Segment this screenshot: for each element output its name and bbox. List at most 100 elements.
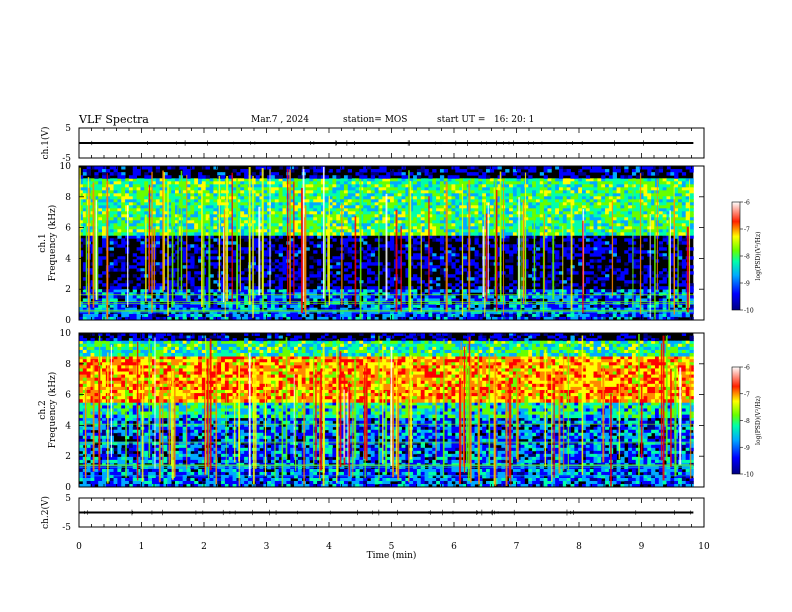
spectrogram-cell xyxy=(140,205,145,209)
spectrogram-cell xyxy=(128,295,134,299)
spectrogram-cell xyxy=(136,190,141,194)
spectrogram-cell xyxy=(447,262,452,266)
spectrogram-cell xyxy=(270,208,276,212)
spectrogram-cell xyxy=(228,214,233,218)
spectrogram-cell xyxy=(432,307,437,312)
spectrogram-cell xyxy=(647,295,652,299)
spectrogram-cell xyxy=(198,199,203,203)
spectrogram-cell xyxy=(332,190,337,194)
spectrogram-cell xyxy=(643,286,648,290)
spectrogram-cell xyxy=(178,307,184,312)
spectrogram-cell xyxy=(347,214,353,218)
spectrogram-cell xyxy=(512,208,518,212)
spectrogram-cell xyxy=(90,232,95,236)
spectrogram-cell xyxy=(121,265,126,269)
spectrogram-cell xyxy=(174,214,180,218)
spectrogram-cell xyxy=(382,229,387,233)
spectrogram-cell xyxy=(228,268,233,272)
spectrogram-cell xyxy=(516,184,521,188)
spectrogram-cell xyxy=(585,295,591,299)
spectrogram-cell xyxy=(140,178,145,182)
spectrogram-cell xyxy=(462,217,468,221)
spectrogram-cell xyxy=(432,220,437,224)
spectrogram-cell xyxy=(428,292,433,296)
spectrogram-cell xyxy=(79,181,84,185)
spectrogram-cell xyxy=(566,301,571,305)
spectrogram-cell xyxy=(470,301,475,305)
spectrogram-cell xyxy=(132,235,137,239)
spectrogram-cell xyxy=(159,178,164,182)
spectrogram-cell xyxy=(151,304,157,309)
spectrogram-cell xyxy=(317,220,322,224)
spectrogram-cell xyxy=(662,289,667,293)
spectrogram-cell xyxy=(347,298,353,302)
spectrogram-cell xyxy=(455,292,460,296)
spectrogram-cell xyxy=(205,220,210,224)
spectrogram-cell xyxy=(535,292,541,296)
spectrogram-cell xyxy=(420,232,425,236)
spectrogram-cell xyxy=(608,244,614,248)
spectrogram-cell xyxy=(462,211,468,215)
spectrogram-cell xyxy=(236,202,241,206)
spectrogram-cell xyxy=(566,244,571,248)
spectrogram-cell xyxy=(486,307,491,312)
spectrogram-cell xyxy=(343,277,349,281)
spectrogram-cell xyxy=(109,214,114,218)
spectrogram-cell xyxy=(251,181,257,185)
spectrogram-cell xyxy=(121,274,126,278)
spectrogram-cell xyxy=(174,241,180,245)
spectrogram-cell xyxy=(198,301,203,305)
spectrogram-cell xyxy=(593,298,598,302)
spectrogram-cell xyxy=(259,298,264,302)
spectrogram-cell xyxy=(520,196,525,200)
spectrogram-cell xyxy=(382,223,387,227)
spectrogram-cell xyxy=(624,301,629,305)
spectrogram-cell xyxy=(439,181,445,185)
spectrogram-cell xyxy=(512,304,518,309)
spectrogram-cell xyxy=(174,283,180,287)
spectrogram-cell xyxy=(528,316,533,321)
spectrogram-cell xyxy=(209,256,214,260)
spectrogram-cell xyxy=(608,265,614,269)
spectrogram-cell xyxy=(317,190,322,194)
spectrogram-cell xyxy=(462,268,468,272)
spectrogram-cell xyxy=(570,271,575,275)
spectrogram-cell xyxy=(409,178,414,182)
spectrogram-cell xyxy=(263,283,268,287)
spectrogram-cell xyxy=(366,316,372,321)
spectrogram-cell xyxy=(662,274,667,278)
spectrogram-cell xyxy=(282,268,287,272)
spectrogram-cell xyxy=(132,295,137,299)
spectrogram-cell xyxy=(178,316,184,321)
spectrogram-cell xyxy=(86,313,91,318)
spectrogram-cell xyxy=(689,235,694,239)
spectrogram-cell xyxy=(512,250,518,254)
spectrogram-cell xyxy=(674,301,679,305)
spectrogram-cell xyxy=(267,232,272,236)
spectrogram-cell xyxy=(459,229,464,233)
spectrogram-cell xyxy=(347,226,353,230)
spectrogram-cell xyxy=(148,280,153,284)
spectrogram-cell xyxy=(294,205,299,209)
spectrogram-cell xyxy=(539,244,545,248)
spectrogram-cell xyxy=(470,232,475,236)
spectrogram-cell xyxy=(186,217,191,221)
spectrogram-cell xyxy=(297,232,303,236)
spectrogram-cell xyxy=(305,190,310,194)
spectrogram-cell xyxy=(432,298,437,302)
spectrogram-cell xyxy=(409,304,414,309)
spectrogram-cell xyxy=(520,190,525,194)
spectrogram-cell xyxy=(635,289,641,293)
spectrogram-cell xyxy=(374,259,379,263)
spectrogram-cell xyxy=(451,265,456,269)
spectrogram-cell xyxy=(432,193,437,197)
spectrogram-cell xyxy=(620,277,625,281)
spectrogram-cell xyxy=(497,217,502,221)
spectrogram-cell xyxy=(678,277,683,281)
spectrogram-cell xyxy=(201,208,207,212)
spectrogram-cell xyxy=(267,241,272,245)
spectrogram-cell xyxy=(340,184,345,188)
spectrogram-cell xyxy=(128,307,134,312)
spectrogram-cell xyxy=(90,187,95,191)
spectrogram-cell xyxy=(374,193,379,197)
